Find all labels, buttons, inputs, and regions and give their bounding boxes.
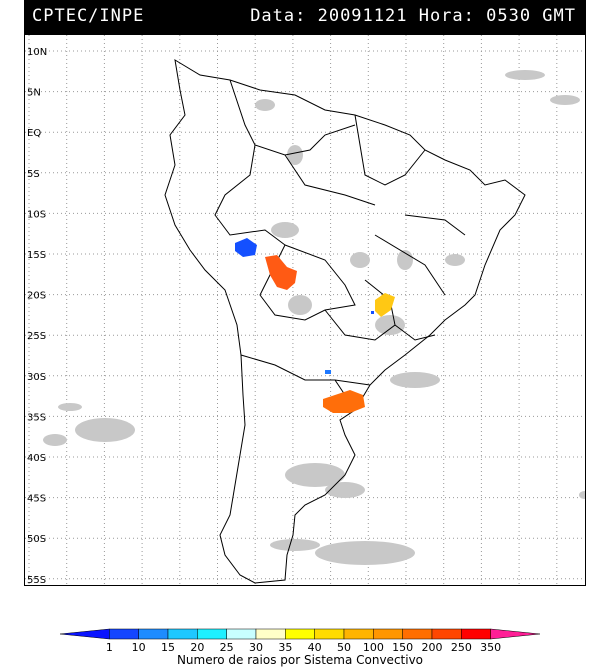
legend-swatch [431, 628, 462, 640]
legend-title: Numero de raios por Sistema Convectivo [176, 653, 424, 667]
lat-label: 15S [27, 250, 46, 261]
datetime-label: Data: 20091121 Hora: 0530 GMT [250, 6, 576, 26]
system-peru [235, 238, 257, 257]
legend-tick-label: 1 [106, 641, 113, 654]
color-legend: 1 10 15 20 25 30 35 40 50 100 150 200 250 350 [59, 628, 541, 654]
legend-tick-label: 15 [161, 641, 175, 654]
source-label: CPTEC/INPE [32, 6, 145, 26]
legend-swatch [314, 628, 345, 640]
legend-swatch [167, 628, 198, 640]
system-tiny-blue [371, 311, 374, 314]
graticule [25, 35, 585, 585]
legend-tick-label: 250 [451, 641, 472, 654]
system-sao-paulo [375, 293, 395, 317]
legend-tick-label: 10 [132, 641, 146, 654]
legend-swatch [285, 628, 315, 640]
lat-label: 10S [27, 209, 46, 220]
legend-tick-label: 350 [480, 641, 501, 654]
convective-systems [235, 238, 395, 413]
legend-swatch [59, 628, 110, 640]
legend-ticks: 1 10 15 20 25 30 35 40 50 100 150 200 250 350 [106, 641, 501, 654]
legend-tick-label: 35 [278, 641, 292, 654]
legend-tick-label: 25 [220, 641, 234, 654]
lat-label: 45S [27, 494, 46, 505]
legend-swatch [461, 628, 491, 640]
legend-tick-label: 30 [249, 641, 263, 654]
legend-swatch [109, 628, 139, 640]
legend-swatch [255, 628, 286, 640]
lat-label: 35S [27, 412, 46, 423]
legend-swatches [59, 628, 541, 640]
map-canvas: 10N5NEQ5S10S15S20S25S30S35S40S45S50S55S … [15, 35, 591, 600]
lat-label: 5N [27, 88, 41, 99]
map-header: CPTEC/INPE Data: 20091121 Hora: 0530 GMT [24, 0, 586, 34]
lat-label: 50S [27, 534, 46, 545]
legend-tick-label: 40 [308, 641, 322, 654]
lat-label: 5S [27, 169, 40, 180]
legend-swatch [490, 628, 541, 640]
map-area: 10N 5N EQ 5S 10S 15S 20S 25S 30S 35S 40S 45S 50S 55S … [15, 34, 591, 600]
lat-label: 30S [27, 372, 46, 383]
system-small-blue [325, 370, 331, 374]
system-bolivia [265, 255, 297, 290]
lat-label: 40S [27, 453, 46, 464]
legend-swatch [343, 628, 374, 640]
legend-tick-label: 200 [422, 641, 443, 654]
lat-label: 55S [27, 575, 46, 585]
legend-tick-label: 20 [190, 641, 204, 654]
legend-tick-label: 100 [363, 641, 384, 654]
country-borders [164, 59, 526, 584]
latitude-labels: 10N 5N EQ 5S 10S 15S 20S 25S 30S 35S 40S 45S 50S 55S [27, 47, 47, 586]
legend-swatch [138, 628, 169, 640]
system-uruguay [323, 390, 365, 413]
lat-label: EQ [27, 128, 41, 139]
legend-swatch [402, 628, 433, 640]
legend-tick-label: 150 [392, 641, 413, 654]
legend-tick-label: 50 [337, 641, 351, 654]
cloud-patches [43, 70, 591, 565]
legend-swatch [197, 628, 227, 640]
lat-label: 20S [27, 291, 46, 302]
legend-swatch [373, 628, 403, 640]
lat-label: 10N [27, 47, 47, 58]
lat-label: 25S [27, 331, 46, 342]
legend-swatch [226, 628, 257, 640]
